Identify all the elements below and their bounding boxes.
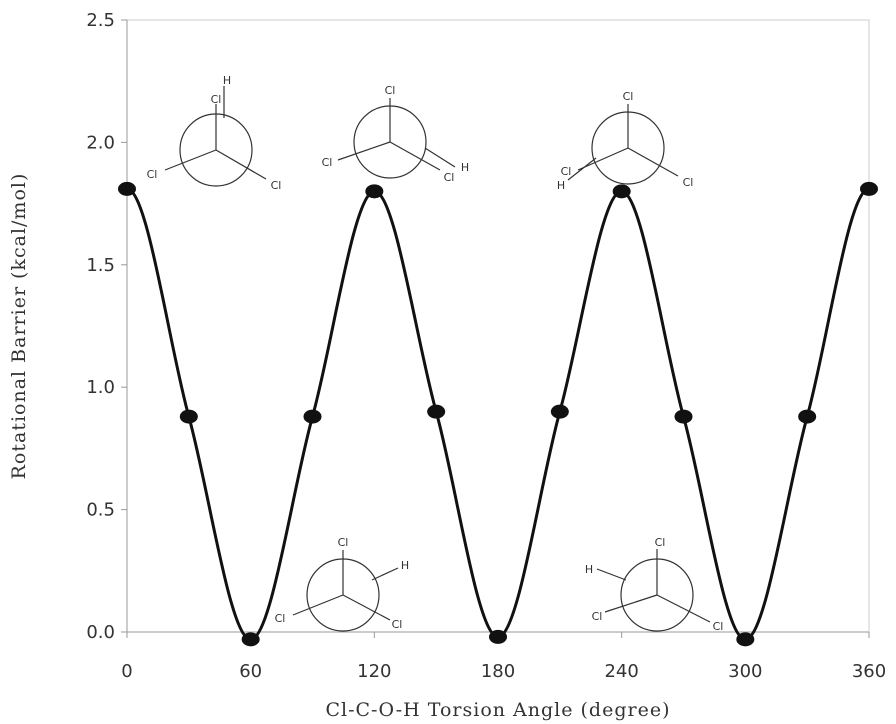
newman-projection-4: Cl H Cl Cl bbox=[275, 536, 409, 632]
x-tick-label: 240 bbox=[604, 661, 638, 682]
x-axis-ticks: 0 60 120 180 240 300 360 bbox=[121, 632, 886, 682]
newman-projection-1: H Cl Cl Cl bbox=[147, 74, 282, 192]
x-tick-label: 60 bbox=[239, 661, 262, 682]
atom-label: H bbox=[461, 161, 469, 174]
data-point bbox=[736, 632, 755, 647]
bond bbox=[342, 594, 391, 621]
bond bbox=[656, 594, 711, 623]
plot-frame bbox=[126, 19, 870, 633]
atom-label: Cl bbox=[683, 176, 694, 189]
atom-label: Cl bbox=[271, 179, 282, 192]
data-point bbox=[860, 181, 878, 196]
bond bbox=[164, 149, 217, 171]
x-tick-label: 360 bbox=[852, 661, 886, 682]
data-point bbox=[612, 184, 631, 199]
bond bbox=[389, 141, 441, 171]
atom-label: Cl bbox=[385, 84, 396, 97]
atom-label: Cl bbox=[338, 536, 349, 549]
y-tick-label: 0.5 bbox=[86, 500, 115, 521]
data-point bbox=[179, 409, 198, 424]
bond bbox=[604, 594, 658, 613]
atom-label: Cl bbox=[322, 156, 333, 169]
atom-label: Cl bbox=[655, 536, 666, 549]
bond bbox=[371, 567, 399, 581]
newman-projection-2: Cl Cl Cl H bbox=[322, 84, 470, 184]
bond bbox=[627, 147, 679, 177]
newman-projection-3: Cl Cl H Cl bbox=[557, 90, 694, 192]
data-point bbox=[303, 409, 322, 424]
y-tick-label: 0.0 bbox=[86, 622, 115, 643]
y-tick-label: 1.0 bbox=[86, 377, 115, 398]
y-tick-label: 1.5 bbox=[86, 255, 115, 276]
y-axis-title: Rotational Barrier (kcal/mol) bbox=[8, 173, 30, 480]
data-points bbox=[118, 181, 878, 647]
atom-label: Cl bbox=[275, 612, 286, 625]
x-tick-label: 180 bbox=[481, 661, 515, 682]
bond bbox=[424, 147, 456, 168]
atom-label: Cl bbox=[623, 90, 634, 103]
atom-label: Cl bbox=[392, 618, 403, 631]
atom-label: H bbox=[585, 563, 593, 576]
bond bbox=[215, 149, 267, 180]
data-point bbox=[118, 181, 136, 196]
y-tick-label: 2.5 bbox=[86, 10, 115, 31]
x-tick-label: 300 bbox=[728, 661, 762, 682]
data-point bbox=[798, 409, 817, 424]
series-line bbox=[126, 187, 870, 641]
bond bbox=[596, 568, 627, 581]
data-point bbox=[674, 409, 693, 424]
bond bbox=[567, 157, 597, 181]
atom-label: H bbox=[223, 74, 231, 87]
y-tick-label: 2.0 bbox=[86, 132, 115, 153]
y-axis-ticks: 0.0 0.5 1.0 1.5 2.0 2.5 bbox=[86, 10, 127, 643]
atom-label: H bbox=[401, 559, 409, 572]
atom-label: H bbox=[557, 179, 565, 192]
data-point bbox=[489, 629, 507, 644]
bond bbox=[292, 594, 344, 616]
atom-label: Cl bbox=[211, 93, 222, 106]
data-point bbox=[427, 404, 446, 419]
atom-label: Cl bbox=[713, 620, 724, 633]
atom-label: Cl bbox=[592, 610, 603, 623]
data-point bbox=[365, 184, 384, 199]
x-axis-title: Cl-C-O-H Torsion Angle (degree) bbox=[325, 699, 670, 721]
data-point bbox=[550, 404, 569, 419]
atom-label: Cl bbox=[444, 171, 455, 184]
atom-label: Cl bbox=[147, 168, 158, 181]
newman-projection-5: H Cl Cl Cl bbox=[585, 536, 724, 633]
data-point bbox=[241, 632, 260, 647]
x-tick-label: 0 bbox=[121, 661, 132, 682]
atom-label: Cl bbox=[561, 165, 572, 178]
x-tick-label: 120 bbox=[357, 661, 391, 682]
bond bbox=[337, 141, 391, 161]
